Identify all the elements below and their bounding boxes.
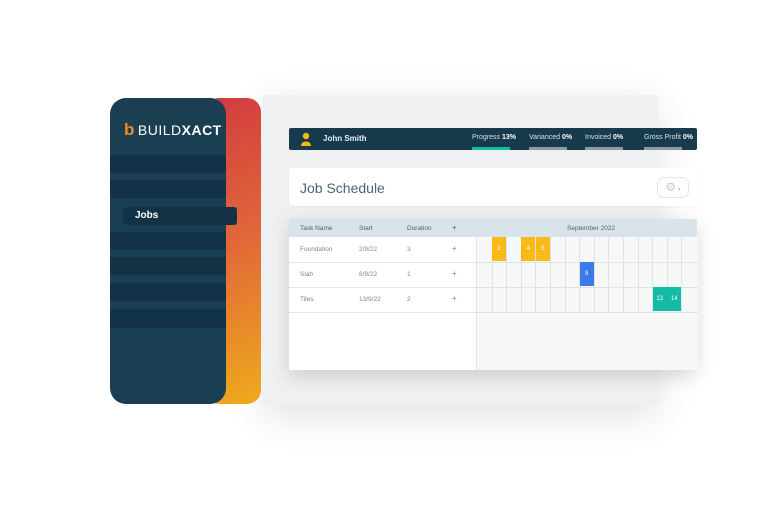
table-header: Task Name Start Duration + September 202… <box>289 219 697 237</box>
gantt-bar[interactable]: 13 <box>652 287 667 311</box>
user-name: John Smith <box>323 134 367 143</box>
gantt-gridline <box>608 237 610 312</box>
gantt-gridline <box>535 237 537 312</box>
gantt-month-label: September 2022 <box>567 225 616 232</box>
stat-progress-bar <box>644 147 682 150</box>
column-task-name[interactable]: Task Name <box>300 225 333 232</box>
gantt-gridline <box>652 237 654 312</box>
stat-label: Progress <box>472 134 501 141</box>
gantt-gridline <box>623 237 624 312</box>
stat-1: Varianced 0% <box>529 134 572 141</box>
schedule-table: Task Name Start Duration + September 202… <box>289 219 698 370</box>
stat-3: Gross Profit 0% <box>644 134 693 141</box>
task-duration[interactable]: 1 <box>407 271 411 278</box>
job-header-bar: John Smith Progress 13% Varianced 0% Invoi… <box>289 128 697 150</box>
gantt-gridline <box>666 237 668 312</box>
gantt-chart: 2 4 5 9 13 14 <box>476 237 698 370</box>
sidebar: b BUILD XACT Jobs <box>110 98 237 404</box>
task-start[interactable]: 2/9/22 <box>359 246 378 253</box>
stat-value: 0% <box>613 134 624 141</box>
stat-label: Varianced <box>529 134 561 141</box>
gantt-bar[interactable]: 14 <box>667 287 682 311</box>
sidebar-item[interactable] <box>110 180 226 198</box>
task-start[interactable]: 13/9/22 <box>359 296 381 303</box>
stat-value: 13% <box>501 134 516 141</box>
column-start[interactable]: Start <box>359 225 373 232</box>
gantt-gridline <box>477 287 698 288</box>
gantt-bar[interactable]: 2 <box>492 237 507 261</box>
stat-2: Invoiced 0% <box>585 134 623 141</box>
settings-dropdown-button[interactable]: ⚙ ▾ <box>657 177 689 198</box>
stat-0: Progress 13% <box>472 134 516 141</box>
stat-progress-bar <box>585 147 623 150</box>
page-title-card: Job Schedule ⚙ ▾ <box>289 168 697 206</box>
task-start[interactable]: 8/9/22 <box>359 271 378 278</box>
gantt-gridline <box>550 237 551 312</box>
stat-progress-bar <box>472 147 510 150</box>
task-name[interactable]: Foundation <box>300 246 333 253</box>
gantt-bar[interactable]: 4 <box>521 237 536 261</box>
logo-mark: b <box>124 120 135 139</box>
table-row[interactable]: Slab 8/9/22 1 + <box>289 262 476 288</box>
stat-label: Gross Profit <box>644 134 681 141</box>
sidebar-item-jobs[interactable]: Jobs <box>123 207 237 225</box>
gantt-gridline <box>506 237 508 312</box>
sidebar-item[interactable] <box>110 232 226 250</box>
task-duration[interactable]: 2 <box>407 296 411 303</box>
task-name[interactable]: Tiles <box>300 296 314 303</box>
add-column-button[interactable]: + <box>452 223 457 232</box>
gantt-gridline <box>637 237 639 312</box>
sidebar-item[interactable] <box>110 257 226 275</box>
gantt-bar[interactable]: 5 <box>535 237 550 261</box>
gantt-gridline <box>477 312 698 313</box>
gantt-gridline <box>593 237 595 312</box>
add-subtask-button[interactable]: + <box>452 294 457 303</box>
stat-value: 0% <box>682 134 694 141</box>
gantt-gridline <box>564 237 566 312</box>
gantt-gridline <box>491 237 493 312</box>
task-name[interactable]: Slab <box>300 271 314 278</box>
sidebar-item[interactable] <box>110 155 226 173</box>
gantt-bar[interactable]: 9 <box>579 262 594 286</box>
task-duration[interactable]: 3 <box>407 246 411 253</box>
page-title: Job Schedule <box>300 180 385 196</box>
table-row[interactable]: Tiles 13/9/22 2 + <box>289 287 476 313</box>
gear-icon: ⚙ <box>665 180 677 194</box>
add-subtask-button[interactable]: + <box>452 269 457 278</box>
sidebar-item[interactable] <box>110 283 226 301</box>
logo-text: BUILD <box>137 122 182 138</box>
table-row[interactable]: Foundation 2/9/22 3 + <box>289 237 476 263</box>
sidebar-item[interactable] <box>110 309 226 328</box>
user-icon <box>301 132 311 146</box>
stat-label: Invoiced <box>585 134 612 141</box>
chevron-down-icon: ▾ <box>676 187 681 193</box>
gantt-gridline <box>520 237 522 312</box>
gantt-gridline <box>681 237 683 312</box>
add-subtask-button[interactable]: + <box>452 244 457 253</box>
buildxact-logo: b BUILD XACT <box>124 120 222 140</box>
column-duration[interactable]: Duration <box>407 225 432 232</box>
stat-progress-bar <box>529 147 567 150</box>
stat-value: 0% <box>561 134 573 141</box>
logo-text-bold: XACT <box>181 122 222 138</box>
